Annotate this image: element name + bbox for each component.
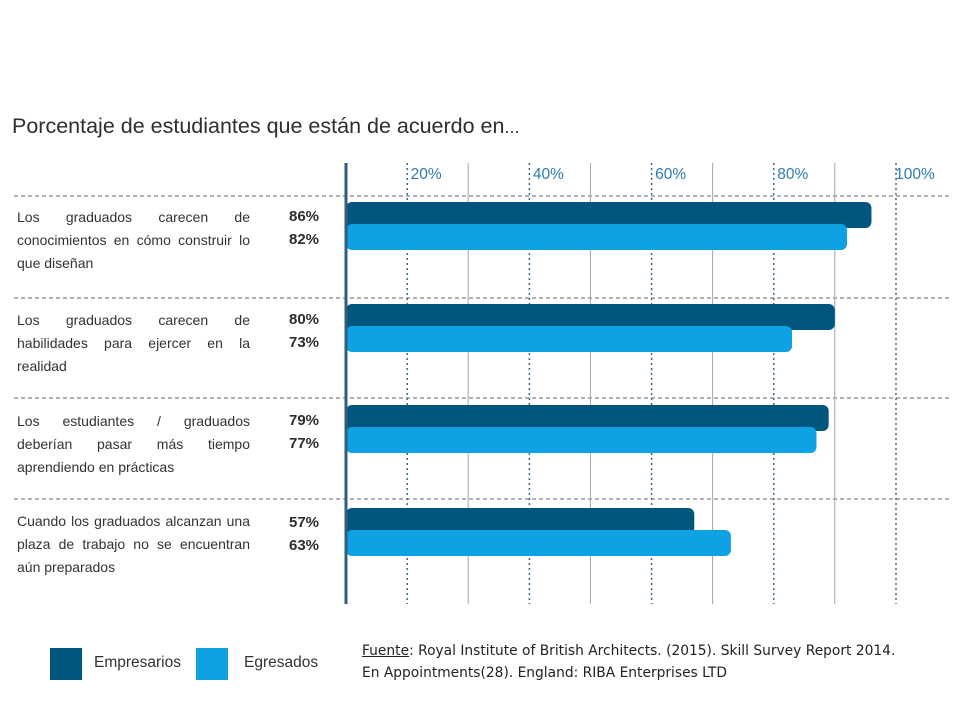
bar-graduates [346,427,817,453]
bar-graduates [346,326,793,352]
x-tick-label: 40% [533,166,564,183]
data-label-employers: 80% [289,311,320,328]
data-label-employers: 79% [289,412,320,429]
category-label: Los graduados carecen de habilidades par… [17,312,250,374]
bar-graduates [346,530,731,556]
legend-swatch-employers [50,648,82,680]
legend-label-graduates: Egresados [244,654,319,671]
x-tick-label: 60% [655,166,686,183]
bar-employers [346,508,695,534]
source-line-2: En Appointments(28). England: RIBA Enter… [362,665,727,681]
category-label: Los estudiantes / graduados deberían pas… [17,413,250,475]
data-label-graduates: 73% [289,334,320,351]
source-line-1: : Royal Institute of British Architects.… [409,643,896,659]
data-label-graduates: 82% [289,231,320,248]
source-citation: Fuente: Royal Institute of British Archi… [362,640,895,684]
data-label-graduates: 63% [289,537,320,554]
data-label-employers: 57% [289,514,320,531]
chart-title: Porcentaje de estudiantes que están de a… [12,114,520,139]
bar-graduates [346,224,848,250]
data-label-employers: 86% [289,208,320,225]
bar-employers [346,202,872,228]
x-tick-label: 80% [777,166,808,183]
data-label-graduates: 77% [289,435,320,452]
bar-employers [346,405,829,431]
legend-label-employers: Empresarios [94,654,181,671]
category-label: Los graduados carecen de conocimientos e… [17,209,250,271]
source-prefix: Fuente [362,643,410,659]
chart-title-ellipsis: ... [504,117,520,137]
x-tick-label: 100% [895,166,935,183]
legend-swatch-graduates [196,648,228,680]
x-tick-label: 20% [411,166,442,183]
bar-employers [346,304,835,330]
category-label: Cuando los graduados alcanzan una plaza … [17,513,250,575]
chart-title-text: Porcentaje de estudiantes que están de a… [12,114,505,138]
